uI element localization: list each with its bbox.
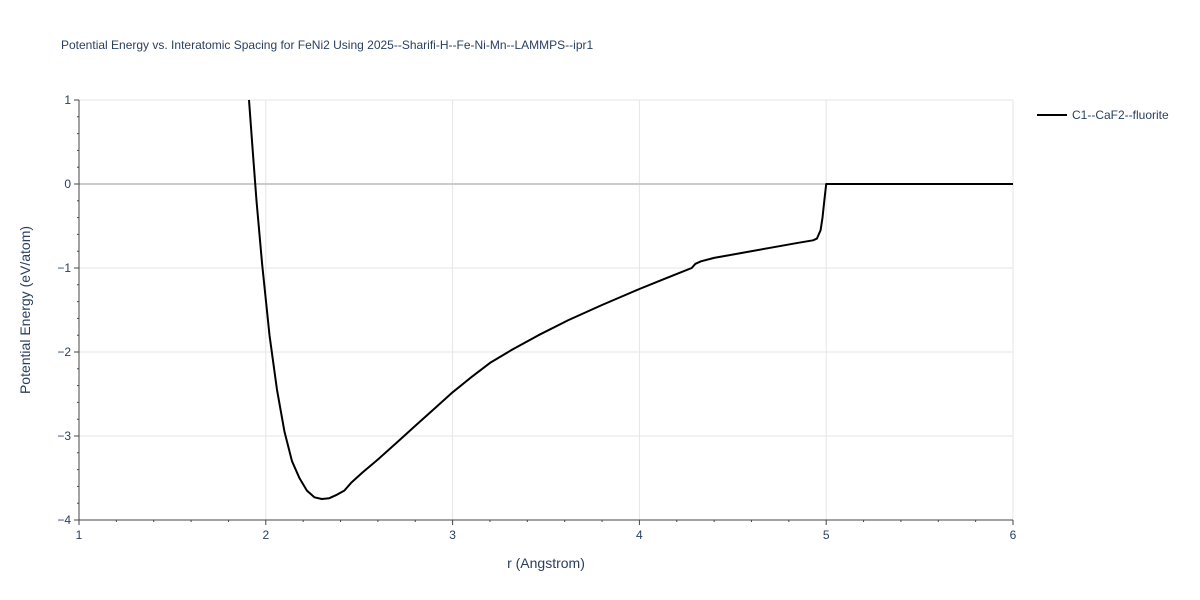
y-tick-label: −1	[57, 261, 71, 275]
x-tick-label: 1	[76, 528, 83, 542]
series-group	[248, 99, 1013, 500]
y-tick-label: −2	[57, 345, 71, 359]
y-tick-label: 1	[64, 93, 71, 107]
y-tick-label: −3	[57, 429, 71, 443]
x-tick-label: 2	[262, 528, 269, 542]
x-tick-label: 5	[823, 528, 830, 542]
series-line[interactable]	[248, 99, 1013, 500]
chart-title: Potential Energy vs. Interatomic Spacing…	[61, 38, 594, 52]
y-axis-ticks: −4 −3 −2 −1 0 1	[57, 93, 79, 527]
x-tick-label: 6	[1010, 528, 1017, 542]
x-axis-ticks: 1 2 3 4 5 6	[76, 520, 1017, 542]
grid-lines	[79, 99, 1014, 520]
legend-label: C1--CaF2--fluorite	[1072, 108, 1169, 122]
y-axis-title: Potential Energy (eV/atom)	[17, 226, 33, 394]
x-tick-label: 4	[636, 528, 643, 542]
x-tick-label: 3	[449, 528, 456, 542]
legend[interactable]: C1--CaF2--fluorite	[1037, 108, 1169, 122]
y-tick-label: 0	[64, 177, 71, 191]
x-axis-title: r (Angstrom)	[507, 555, 585, 571]
y-tick-label: −4	[57, 513, 71, 527]
